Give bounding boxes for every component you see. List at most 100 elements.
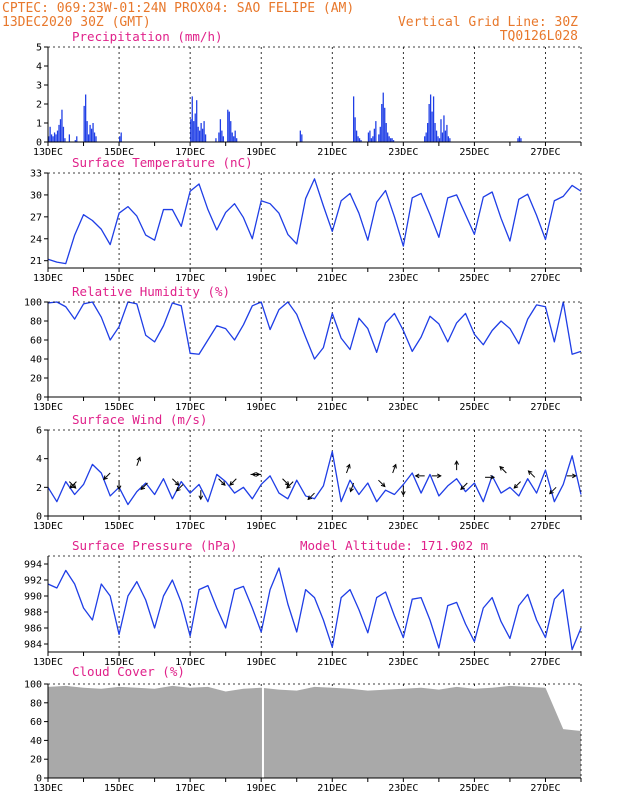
precip-bar: [231, 132, 233, 142]
precip-bar: [390, 138, 392, 142]
precip-bar: [87, 134, 90, 142]
wind-arrow-head: [392, 463, 397, 469]
temp-xtick-label: 19DEC: [246, 273, 276, 284]
precip-bar: [367, 132, 370, 142]
precip-ytick-label: 4: [36, 62, 42, 73]
wind-xtick-label: 21DEC: [317, 521, 347, 532]
temp-ytick-label: 30: [30, 190, 42, 201]
rh-xtick-label: 15DEC: [104, 402, 134, 413]
wind-arrow-head: [175, 486, 181, 492]
precip-bar: [90, 128, 93, 142]
cloud-xtick-label: 17DEC: [175, 783, 205, 794]
temp-ytick-label: 33: [30, 169, 42, 180]
cloud-area: [48, 685, 581, 778]
rh-title: Relative Humidity (%): [72, 284, 230, 299]
precip-ytick-label: 3: [36, 81, 42, 92]
precip-bar: [301, 134, 303, 142]
pressure-xtick-label: 21DEC: [317, 657, 347, 668]
precip-bar: [56, 130, 59, 142]
precip-bar: [434, 123, 436, 142]
precip-bar: [200, 123, 202, 142]
wind-arrow-head: [513, 483, 519, 489]
wind-ytick-label: 6: [36, 426, 42, 437]
precip-bar: [204, 134, 207, 142]
wind-xtick-label: 13DEC: [33, 521, 63, 532]
rh-ytick-label: 80: [30, 317, 42, 328]
temp-ytick-label: 27: [30, 212, 42, 223]
precip-ytick-label: 5: [36, 43, 42, 54]
temp-xtick-label: 17DEC: [175, 273, 205, 284]
precip-bar: [388, 136, 390, 142]
precip-bar: [193, 121, 195, 142]
wind-arrow-head: [527, 470, 533, 475]
rh-xtick-label: 17DEC: [175, 402, 205, 413]
precip-bar: [83, 105, 85, 142]
wind-arrow-head: [437, 473, 442, 479]
precip-bar: [440, 119, 442, 142]
cloud-xtick-label: 15DEC: [104, 783, 134, 794]
temp-xtick-label: 25DEC: [459, 273, 489, 284]
precip-bar: [49, 126, 51, 142]
wind-ytick-label: 4: [36, 454, 42, 465]
cloud-xtick-label: 21DEC: [317, 783, 347, 794]
precip-bar: [203, 121, 205, 142]
precip-xtick-label: 19DEC: [246, 147, 276, 158]
pressure-ytick-label: 992: [24, 576, 42, 587]
wind-arrow-head: [572, 473, 577, 479]
precip-xtick-label: 23DEC: [388, 147, 418, 158]
wind-arrow: [172, 478, 180, 486]
precip-bar: [392, 140, 395, 142]
precip-bar: [236, 138, 238, 142]
rh-ytick-label: 100: [24, 298, 42, 309]
rh-xtick-label: 21DEC: [317, 402, 347, 413]
precip-bar: [384, 107, 386, 142]
cloud-ytick-label: 100: [24, 680, 42, 691]
wind-arrow: [528, 470, 536, 478]
wind-arrow: [499, 466, 507, 474]
precip-bar: [86, 121, 88, 142]
precip-bar: [221, 130, 223, 142]
precip-bar: [215, 138, 217, 142]
wind-arrow: [229, 478, 237, 486]
wind-arrow-head: [549, 489, 554, 495]
wind-arrow-head: [116, 485, 122, 491]
cloud-xtick-label: 27DEC: [530, 783, 560, 794]
wind-arrow-head: [346, 463, 351, 469]
precip-bar: [373, 128, 376, 142]
header-date: 13DEC2020 30Z (GMT): [2, 15, 151, 30]
precip-bar: [228, 111, 230, 142]
rh-ytick-label: 40: [30, 355, 42, 366]
wind-arrow-head: [69, 483, 75, 489]
temp-xtick-label: 15DEC: [104, 273, 134, 284]
pressure-ytick-label: 988: [24, 608, 42, 619]
precip-xtick-label: 17DEC: [175, 147, 205, 158]
rh-xtick-label: 27DEC: [530, 402, 560, 413]
wind-xtick-label: 19DEC: [246, 521, 276, 532]
wind-arrow-head: [251, 472, 256, 477]
precip-bar: [227, 109, 229, 142]
precip-ytick-label: 0: [36, 138, 42, 149]
cloud-xtick-label: 23DEC: [388, 783, 418, 794]
precip-bar: [64, 138, 66, 142]
precip-bar: [427, 123, 429, 142]
precip-bar: [360, 140, 362, 142]
model-altitude: Model Altitude: 171.902 m: [300, 538, 488, 553]
temp-xtick-label: 23DEC: [388, 273, 418, 284]
wind-arrow-head: [140, 485, 146, 491]
precip-bar: [59, 119, 62, 142]
wind-arrow: [176, 484, 184, 492]
wind-arrow-head: [220, 481, 226, 486]
precip-bar: [358, 138, 361, 142]
precip-bar: [435, 130, 438, 142]
wind-xtick-label: 15DEC: [104, 521, 134, 532]
wind-arrow: [282, 478, 290, 486]
wind-arrow-head: [103, 475, 108, 481]
precip-bar: [369, 130, 371, 142]
pressure-ytick-label: 990: [24, 592, 42, 603]
temp-ytick-label: 24: [30, 234, 42, 245]
precip-bar: [218, 132, 220, 142]
precip-bar: [191, 96, 193, 142]
precip-bar: [190, 119, 192, 142]
precip-bar: [357, 136, 359, 142]
